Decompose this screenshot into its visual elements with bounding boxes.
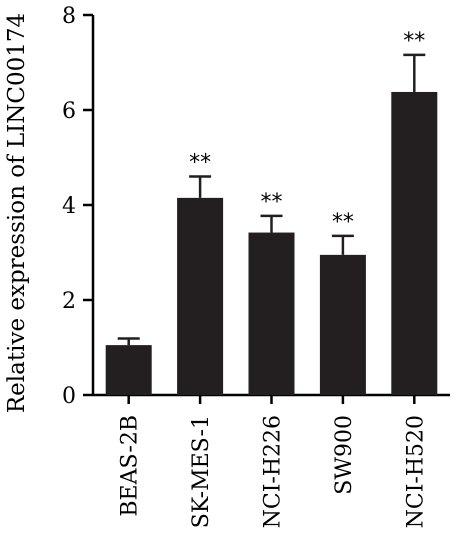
y-tick-label: 2: [62, 289, 76, 314]
bars: ** ** ** **: [105, 29, 438, 395]
x-tick-label: SK-MES-1: [189, 415, 214, 528]
bar: [248, 232, 295, 395]
x-tick-label: SW900: [332, 415, 357, 495]
significance-label: **: [332, 210, 354, 235]
y-tick-label: 4: [62, 194, 76, 219]
bar: [391, 91, 438, 395]
significance-label: **: [261, 190, 283, 215]
y-axis-label: Relative expression of LINC00174: [4, 13, 30, 413]
y-tick-label: 6: [62, 99, 76, 124]
x-tick-label: NCI-H226: [261, 415, 286, 528]
x-tick-label: BEAS-2B: [118, 415, 143, 517]
x-tick-label: NCI-H520: [403, 415, 428, 528]
y-tick-label: 8: [62, 4, 76, 29]
y-tick-label: 0: [62, 384, 76, 409]
bar: [105, 345, 152, 395]
bar: [319, 254, 366, 395]
bar: [177, 197, 224, 395]
significance-label: **: [403, 29, 425, 54]
x-axis: BEAS-2B SK-MES-1 NCI-H226 SW900 NCI-H520: [93, 393, 450, 528]
y-axis: 0 2 4 6 8: [62, 4, 95, 409]
significance-label: **: [189, 151, 211, 176]
